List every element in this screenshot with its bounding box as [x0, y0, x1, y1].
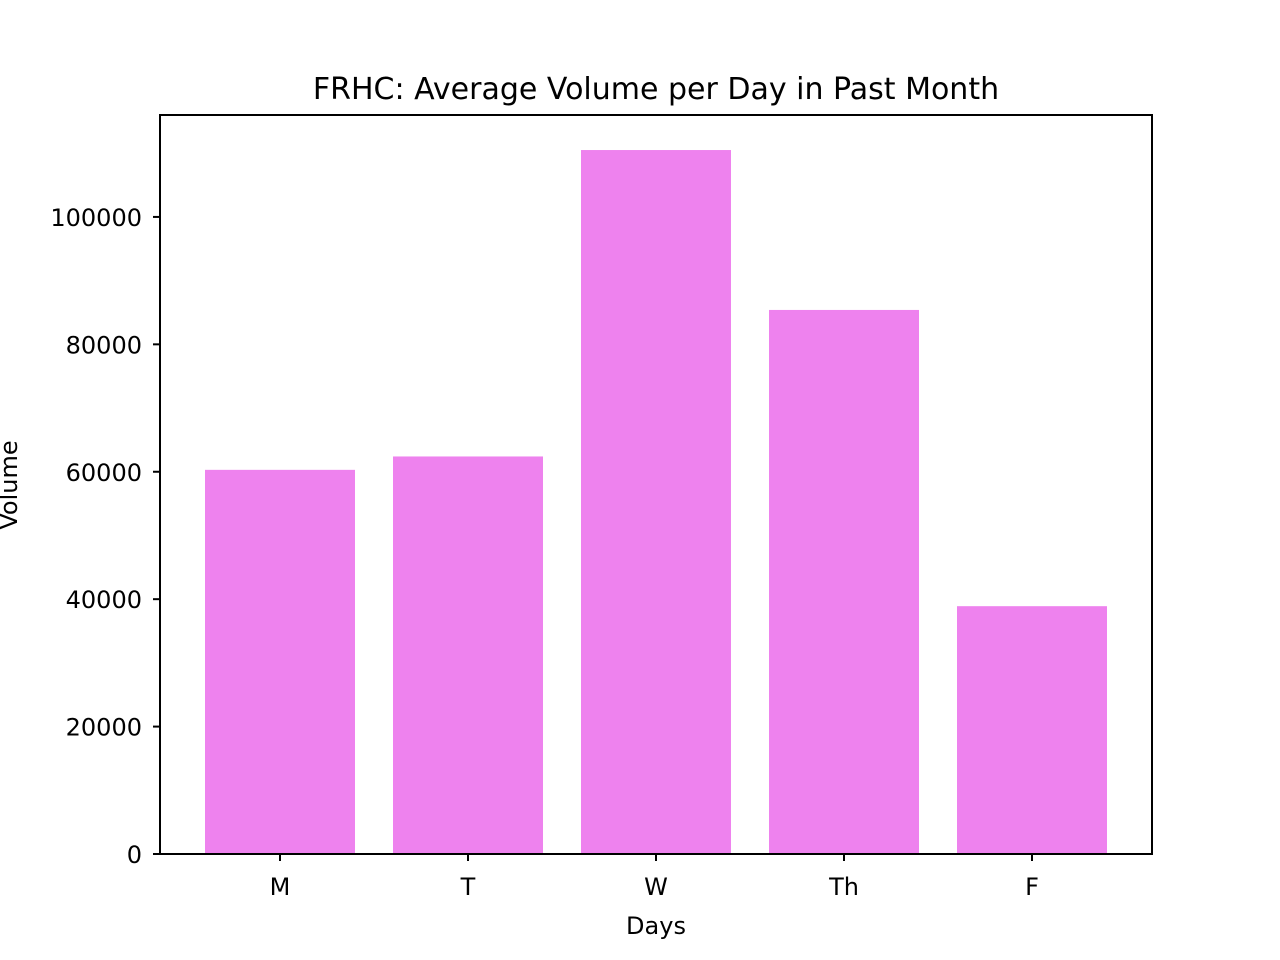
- plot-frame: [159, 114, 1153, 855]
- bar-m: [205, 469, 355, 854]
- y-axis-ticks: 0 20000 40000 60000 80000 100000: [50, 204, 160, 869]
- y-tick-label: 80000: [66, 331, 142, 359]
- x-tick-label: F: [1025, 873, 1039, 901]
- bars-group: [205, 150, 1107, 854]
- chart-title: FRHC: Average Volume per Day in Past Mon…: [313, 72, 999, 107]
- bar-f: [957, 606, 1107, 854]
- x-axis-label: Days: [626, 912, 686, 940]
- y-tick-label: 60000: [66, 459, 142, 487]
- y-axis-label: Volume: [0, 440, 23, 529]
- x-tick-label: M: [270, 873, 291, 901]
- x-tick-label: T: [460, 873, 476, 901]
- x-tick-label: Th: [828, 873, 859, 901]
- x-axis-ticks: M T W Th F: [270, 854, 1039, 901]
- x-tick-label: W: [644, 873, 668, 901]
- bar-th: [769, 309, 919, 854]
- bar-t: [393, 456, 543, 854]
- bar-w: [581, 150, 731, 854]
- y-tick-label: 100000: [50, 204, 142, 232]
- y-tick-label: 20000: [66, 714, 142, 742]
- y-tick-label: 40000: [66, 586, 142, 614]
- y-tick-label: 0: [127, 841, 142, 869]
